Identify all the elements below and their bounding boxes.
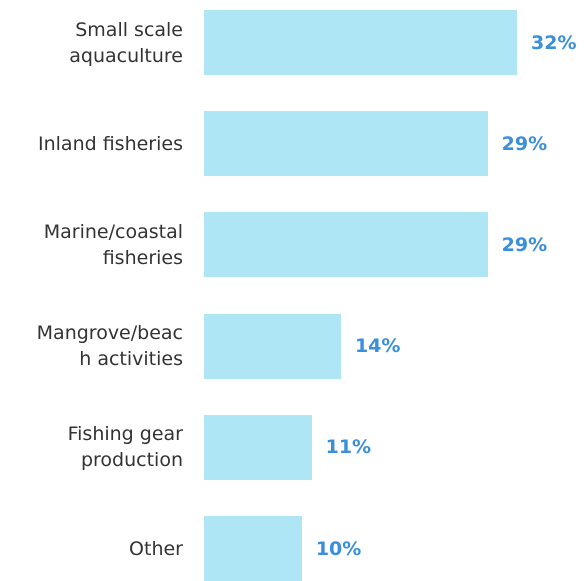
bar	[204, 313, 341, 379]
value-label: 32%	[531, 31, 577, 54]
value-label: 10%	[315, 537, 362, 560]
bar	[204, 212, 488, 278]
category-label: Marine/coastal fisheries	[43, 220, 183, 269]
value-label: 14%	[354, 335, 401, 358]
value-label: 11%	[325, 436, 372, 459]
bar	[204, 111, 488, 177]
category-label: Inland fisheries	[38, 132, 183, 155]
value-label: 29%	[501, 233, 548, 256]
bar	[204, 414, 312, 480]
category-label: Small scale aquaculture	[69, 18, 183, 67]
category-label: Fishing gear production	[67, 423, 183, 472]
value-label: 29%	[501, 132, 548, 155]
bar	[204, 516, 302, 581]
bar	[204, 10, 517, 75]
category-label: Mangrove/beac h activities	[36, 322, 183, 371]
category-label: Other	[129, 537, 183, 560]
